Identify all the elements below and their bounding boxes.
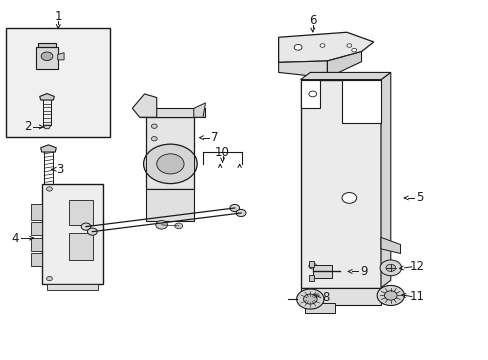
- Circle shape: [81, 223, 91, 230]
- Circle shape: [308, 263, 316, 269]
- Polygon shape: [380, 72, 390, 288]
- Polygon shape: [380, 237, 400, 253]
- Circle shape: [174, 223, 182, 229]
- Circle shape: [351, 48, 356, 52]
- Bar: [31, 253, 42, 266]
- Bar: [5, 28, 110, 137]
- Polygon shape: [278, 32, 373, 62]
- Bar: [312, 265, 331, 278]
- Text: 10: 10: [215, 145, 229, 158]
- Polygon shape: [41, 145, 56, 152]
- Bar: [31, 204, 42, 220]
- Bar: [300, 288, 380, 305]
- Bar: [305, 303, 334, 314]
- Bar: [36, 47, 58, 69]
- Circle shape: [46, 187, 52, 191]
- Polygon shape: [300, 72, 390, 80]
- Circle shape: [294, 44, 302, 50]
- Polygon shape: [43, 125, 51, 129]
- Text: 1: 1: [54, 10, 62, 23]
- Circle shape: [296, 289, 324, 309]
- Polygon shape: [40, 94, 54, 100]
- Text: 6: 6: [308, 14, 316, 27]
- Circle shape: [151, 124, 157, 129]
- Polygon shape: [278, 61, 327, 78]
- Text: 5: 5: [415, 192, 423, 204]
- Circle shape: [376, 285, 404, 306]
- Bar: [69, 201, 93, 225]
- Polygon shape: [341, 80, 380, 123]
- Circle shape: [385, 264, 395, 271]
- Circle shape: [320, 44, 325, 47]
- Bar: [308, 275, 313, 282]
- Text: 8: 8: [322, 291, 329, 304]
- Bar: [146, 117, 193, 189]
- Text: 7: 7: [211, 131, 219, 144]
- Bar: [31, 222, 42, 235]
- Circle shape: [308, 91, 316, 97]
- Circle shape: [46, 276, 52, 281]
- Bar: [146, 189, 193, 221]
- Polygon shape: [300, 80, 380, 288]
- Bar: [31, 238, 42, 251]
- Circle shape: [41, 52, 53, 60]
- Polygon shape: [193, 103, 205, 117]
- Circle shape: [236, 210, 245, 217]
- Polygon shape: [132, 94, 157, 117]
- Circle shape: [156, 221, 167, 229]
- Bar: [42, 184, 103, 284]
- Bar: [308, 261, 313, 267]
- Bar: [140, 108, 205, 117]
- Circle shape: [346, 44, 351, 47]
- Circle shape: [384, 291, 396, 300]
- Circle shape: [143, 144, 197, 184]
- Text: 3: 3: [57, 163, 64, 176]
- Circle shape: [87, 228, 97, 235]
- Circle shape: [229, 204, 239, 212]
- Bar: [38, 43, 56, 47]
- Circle shape: [303, 294, 317, 304]
- Bar: [47, 284, 98, 291]
- Text: 2: 2: [24, 121, 31, 134]
- Text: 12: 12: [409, 260, 424, 273]
- Text: 9: 9: [360, 265, 367, 278]
- Bar: [69, 233, 93, 260]
- Circle shape: [341, 193, 356, 203]
- Polygon shape: [327, 51, 361, 78]
- Circle shape: [151, 136, 157, 141]
- Text: 4: 4: [12, 231, 19, 244]
- Circle shape: [157, 154, 183, 174]
- Polygon shape: [300, 80, 320, 108]
- Text: 11: 11: [409, 290, 424, 303]
- Circle shape: [379, 260, 401, 276]
- Polygon shape: [58, 53, 64, 60]
